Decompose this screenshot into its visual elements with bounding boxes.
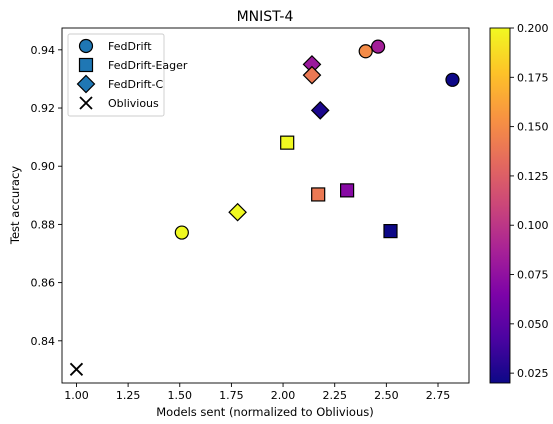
circle-data-point xyxy=(358,44,373,59)
square-data-point xyxy=(280,135,295,150)
x-axis-label: Models sent (normalized to Oblivious) xyxy=(156,405,373,419)
colorbar-tick-label: 0.175 xyxy=(517,71,549,84)
x-tick-label: 2.75 xyxy=(426,389,451,402)
legend-diamond-symbol xyxy=(76,74,96,94)
legend-x-symbol xyxy=(79,96,93,110)
colorbar-tick-label: 0.125 xyxy=(517,170,549,183)
x-axis: 1.00 1.25 1.50 1.75 2.00 2.25 2.50 2.75 xyxy=(64,383,450,402)
chart-title: MNIST-4 xyxy=(237,9,294,25)
diamond-data-point xyxy=(228,202,247,222)
legend-label: FedDrift xyxy=(108,40,152,53)
y-tick-label: 0.88 xyxy=(31,218,56,231)
circle-data-point xyxy=(370,39,386,54)
legend-items: FedDrift FedDrift-Eager FedDrift-C Obliviou… xyxy=(76,38,188,110)
square-data-point xyxy=(340,183,355,198)
x-tick-label: 2.00 xyxy=(271,389,296,402)
legend-label: FedDrift-Eager xyxy=(108,59,188,72)
x-tick-label: 2.50 xyxy=(374,389,399,402)
colorbar-ticks: 0.025 0.050 0.075 0.100 0.125 0.150 0.175 0.200 xyxy=(510,22,549,380)
x-tick-label: 2.25 xyxy=(322,389,347,402)
legend-label: FedDrift-C xyxy=(108,78,163,91)
x-tick-label: 1.50 xyxy=(168,389,193,402)
colorbar-tick-label: 0.025 xyxy=(517,367,549,380)
circle-data-point xyxy=(445,72,460,87)
y-tick-label: 0.92 xyxy=(31,102,56,115)
x-tick-label: 1.75 xyxy=(219,389,244,402)
diamond-data-point xyxy=(310,100,330,120)
y-tick-label: 0.86 xyxy=(31,277,56,290)
colorbar-tick-label: 0.200 xyxy=(517,22,549,35)
legend-label: Oblivious xyxy=(108,97,159,110)
x-tick-label: 1.25 xyxy=(116,389,141,402)
colorbar-tick-label: 0.050 xyxy=(517,318,549,331)
colorbar: 0.025 0.050 0.075 0.100 0.125 0.150 0.175 0.200 xyxy=(489,22,549,384)
colorbar-gradient xyxy=(489,27,511,384)
y-axis-label: Test accuracy xyxy=(8,166,22,245)
y-tick-label: 0.94 xyxy=(31,44,56,57)
x-tick-label: 1.00 xyxy=(64,389,89,402)
legend: FedDrift FedDrift-Eager FedDrift-C Obliviou… xyxy=(67,33,188,117)
legend-square-symbol xyxy=(78,57,94,73)
legend-box xyxy=(67,33,165,117)
colorbar-tick-label: 0.100 xyxy=(517,219,549,232)
circle-data-point xyxy=(174,225,189,240)
data-markers xyxy=(69,39,460,376)
y-tick-label: 0.84 xyxy=(31,335,56,348)
square-data-point xyxy=(383,224,398,239)
y-axis: 0.84 0.86 0.88 0.90 0.92 0.94 xyxy=(31,44,62,348)
colorbar-tick-label: 0.150 xyxy=(517,121,549,134)
y-tick-label: 0.90 xyxy=(31,160,56,173)
colorbar-tick-label: 0.075 xyxy=(517,269,549,282)
diamond-data-point xyxy=(302,65,322,85)
legend-circle-symbol xyxy=(78,38,94,54)
x-data-point xyxy=(69,362,84,376)
square-data-point xyxy=(311,187,326,202)
